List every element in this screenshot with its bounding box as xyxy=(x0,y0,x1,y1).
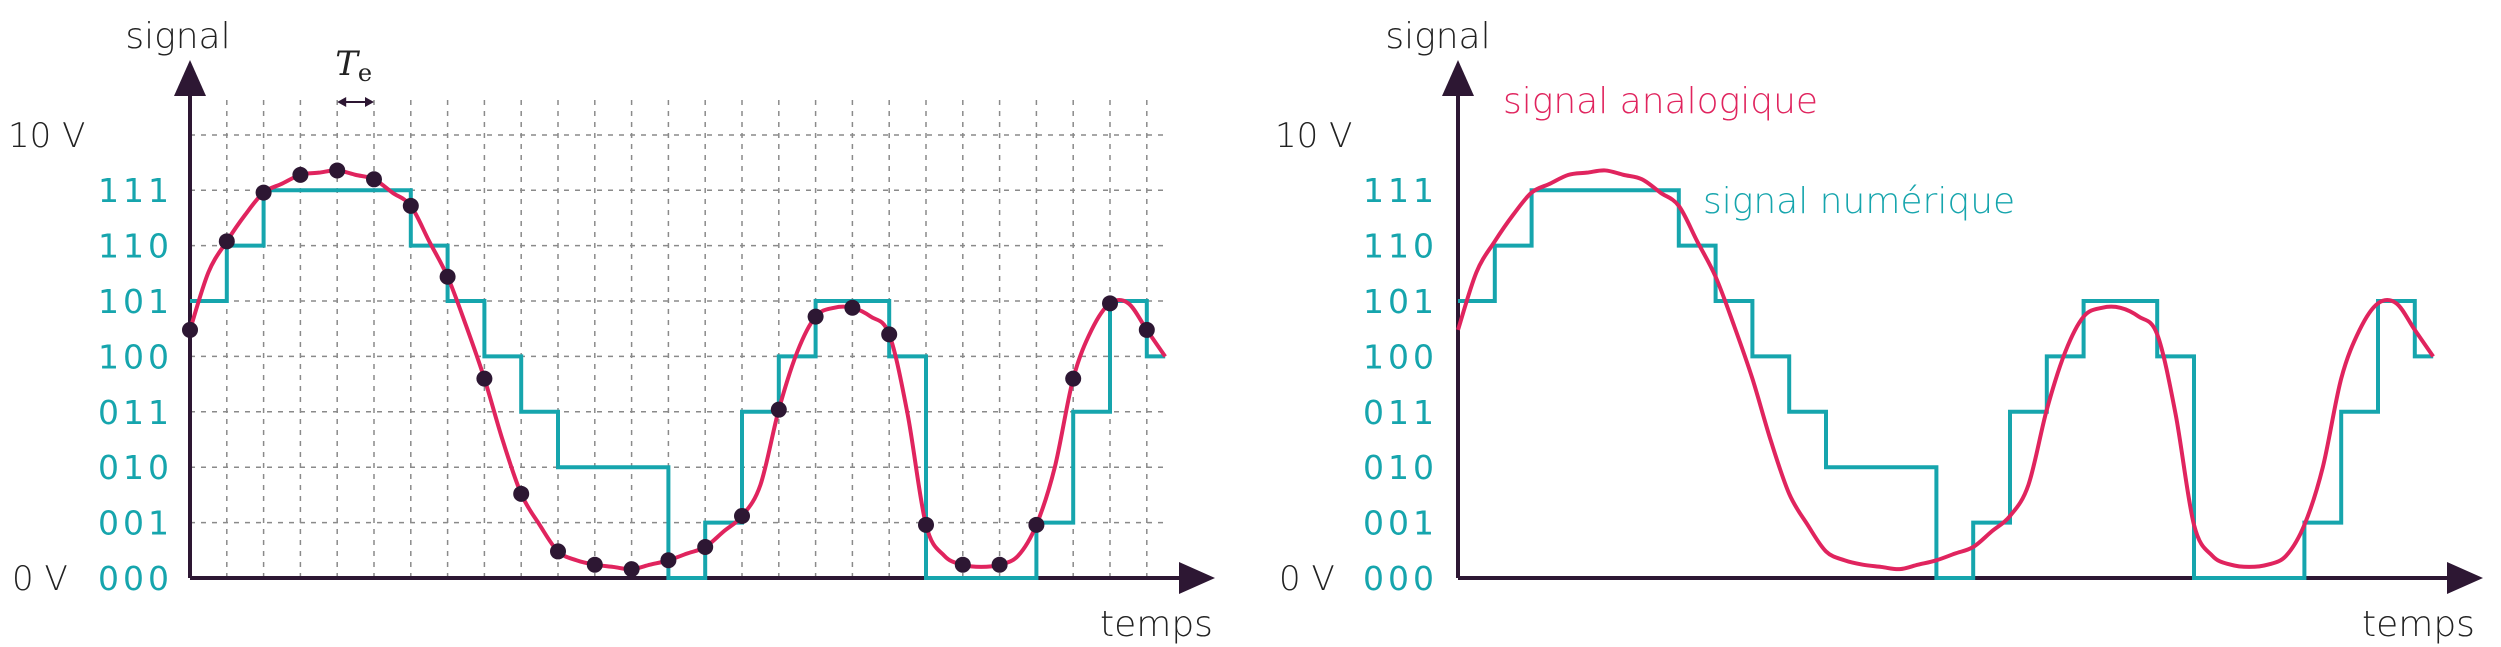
series-analog xyxy=(188,168,1167,572)
y-axis-label: signal xyxy=(125,16,230,57)
sample-points xyxy=(182,162,1155,578)
sample-point xyxy=(623,561,640,578)
voltage-label-10v: 10 V xyxy=(8,116,85,156)
voltage-label-10v: 10 V xyxy=(1275,116,1352,156)
code-label: 110 xyxy=(1363,227,1438,266)
y-axis-arrow xyxy=(174,60,206,96)
y-axis-label: signal xyxy=(1385,16,1490,57)
code-label: 111 xyxy=(98,171,173,210)
code-label: 000 xyxy=(1363,559,1438,598)
code-label: 110 xyxy=(98,227,173,266)
sample-point xyxy=(586,556,603,573)
sample-point xyxy=(218,233,235,250)
sample-point xyxy=(844,299,861,316)
series-digital xyxy=(190,188,1166,580)
x-axis-arrow xyxy=(2447,562,2483,594)
sample-point xyxy=(439,268,456,285)
code-label: 001 xyxy=(1363,504,1438,543)
sample-point xyxy=(954,556,971,573)
sample-point xyxy=(1065,370,1082,387)
panel-right: signal temps 10 V 0 V 111 110 101 100 011 010 001 0… xyxy=(1275,16,2483,645)
sample-point xyxy=(292,166,309,183)
series-analog xyxy=(1456,168,2435,572)
sample-point xyxy=(476,370,493,387)
code-label: 010 xyxy=(1363,448,1438,487)
code-label: 011 xyxy=(1363,393,1438,432)
sample-point xyxy=(182,321,198,338)
period-arrow-left xyxy=(337,97,347,107)
sample-point xyxy=(697,538,714,555)
grid xyxy=(190,95,1166,578)
sample-point xyxy=(991,556,1008,573)
sample-point xyxy=(402,197,419,214)
panel-left: signal temps 10 V 0 V 111 110 101 100 011 010 001 0… xyxy=(8,16,1215,645)
period-label: Te xyxy=(335,44,372,87)
code-label: 010 xyxy=(98,448,173,487)
sample-point xyxy=(255,184,272,201)
x-axis-arrow xyxy=(1179,562,1215,594)
code-label: 001 xyxy=(98,504,173,543)
sample-point xyxy=(329,162,346,179)
sample-point xyxy=(550,543,566,560)
sample-point xyxy=(881,326,898,343)
digital-label: signal numérique xyxy=(1703,181,2015,222)
sample-point xyxy=(1138,321,1155,338)
sample-point xyxy=(1028,516,1045,533)
voltage-label-0v: 0 V xyxy=(12,559,68,599)
period-arrow-right xyxy=(365,97,374,107)
code-label: 111 xyxy=(1363,171,1438,210)
code-label: 101 xyxy=(98,282,173,321)
code-label: 011 xyxy=(98,393,173,432)
sample-point xyxy=(1102,295,1118,312)
y-axis-arrow xyxy=(1442,60,1474,96)
sample-point xyxy=(770,401,787,418)
x-axis-label: temps xyxy=(2362,604,2475,645)
sample-point xyxy=(734,507,750,524)
code-label: 000 xyxy=(98,559,173,598)
code-label: 100 xyxy=(1363,337,1438,376)
sample-point xyxy=(366,171,382,188)
sample-point xyxy=(513,485,530,502)
sample-point xyxy=(660,552,677,569)
voltage-label-0v: 0 V xyxy=(1279,559,1335,599)
series-digital xyxy=(1458,188,2434,580)
analog-label: signal analogique xyxy=(1503,81,1818,122)
code-label: 100 xyxy=(98,337,173,376)
sample-point xyxy=(918,516,934,533)
code-label: 101 xyxy=(1363,282,1438,321)
x-axis-label: temps xyxy=(1100,604,1213,645)
sample-point xyxy=(807,308,824,325)
